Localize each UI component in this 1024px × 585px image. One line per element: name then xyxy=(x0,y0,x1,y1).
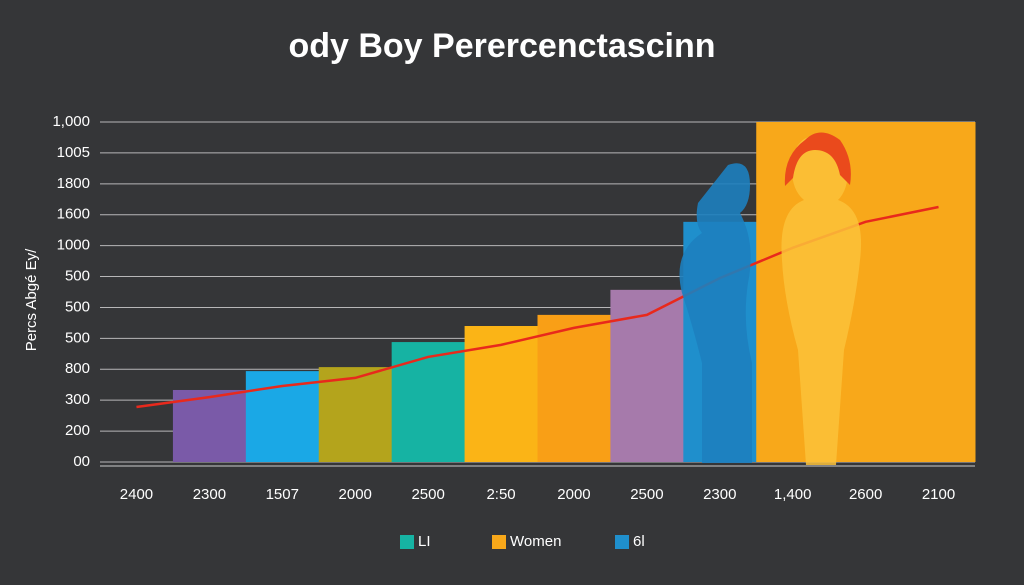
legend-label: 6l xyxy=(633,533,645,550)
y-tick-label: 500 xyxy=(65,268,90,285)
chart-title: ody Boy Perercenctascinn xyxy=(288,27,715,65)
x-tick-label: 1507 xyxy=(266,486,299,503)
y-tick-label: 1000 xyxy=(57,237,90,254)
x-tick-label: 2000 xyxy=(557,486,590,503)
x-tick-label: 2:50 xyxy=(486,486,515,503)
x-tick-label: 2600 xyxy=(849,486,882,503)
y-tick-label: 300 xyxy=(65,391,90,408)
y-tick-label: 500 xyxy=(65,329,90,346)
x-tick-label: 1,400 xyxy=(774,486,812,503)
y-tick-label: 1005 xyxy=(57,144,90,161)
legend-swatch xyxy=(615,535,629,549)
bar xyxy=(391,342,466,462)
figure-hair xyxy=(784,132,851,186)
legend-swatch xyxy=(492,535,506,549)
bar xyxy=(172,389,247,462)
silhouettes xyxy=(679,132,862,465)
x-tick-label: 2300 xyxy=(193,486,226,503)
x-tick-label: 2300 xyxy=(703,486,736,503)
legend-label: LI xyxy=(418,533,431,550)
bar xyxy=(537,314,611,462)
x-tick-label: 2500 xyxy=(411,486,444,503)
y-axis-label: Percs Abgé Ey/ xyxy=(23,248,40,351)
x-tick-label: 2100 xyxy=(922,486,955,503)
x-tick-label: 2400 xyxy=(120,486,153,503)
legend-label: Women xyxy=(510,533,561,550)
bar xyxy=(318,367,393,462)
y-tick-label: 1,000 xyxy=(52,113,90,130)
x-tick-label: 2000 xyxy=(339,486,372,503)
y-tick-label: 500 xyxy=(65,298,90,315)
y-tick-label: 800 xyxy=(65,360,90,377)
x-tick-label: 2500 xyxy=(630,486,663,503)
legend-swatch xyxy=(400,535,414,549)
figure-female xyxy=(781,135,862,465)
y-tick-label: 1600 xyxy=(57,206,90,223)
y-tick-label: 1800 xyxy=(57,175,90,192)
y-tick-label: 00 xyxy=(73,453,90,470)
legend: LI Women 6l xyxy=(400,533,645,550)
y-tick-label: 200 xyxy=(65,422,90,439)
bar xyxy=(464,326,538,462)
figure-male xyxy=(679,163,752,463)
